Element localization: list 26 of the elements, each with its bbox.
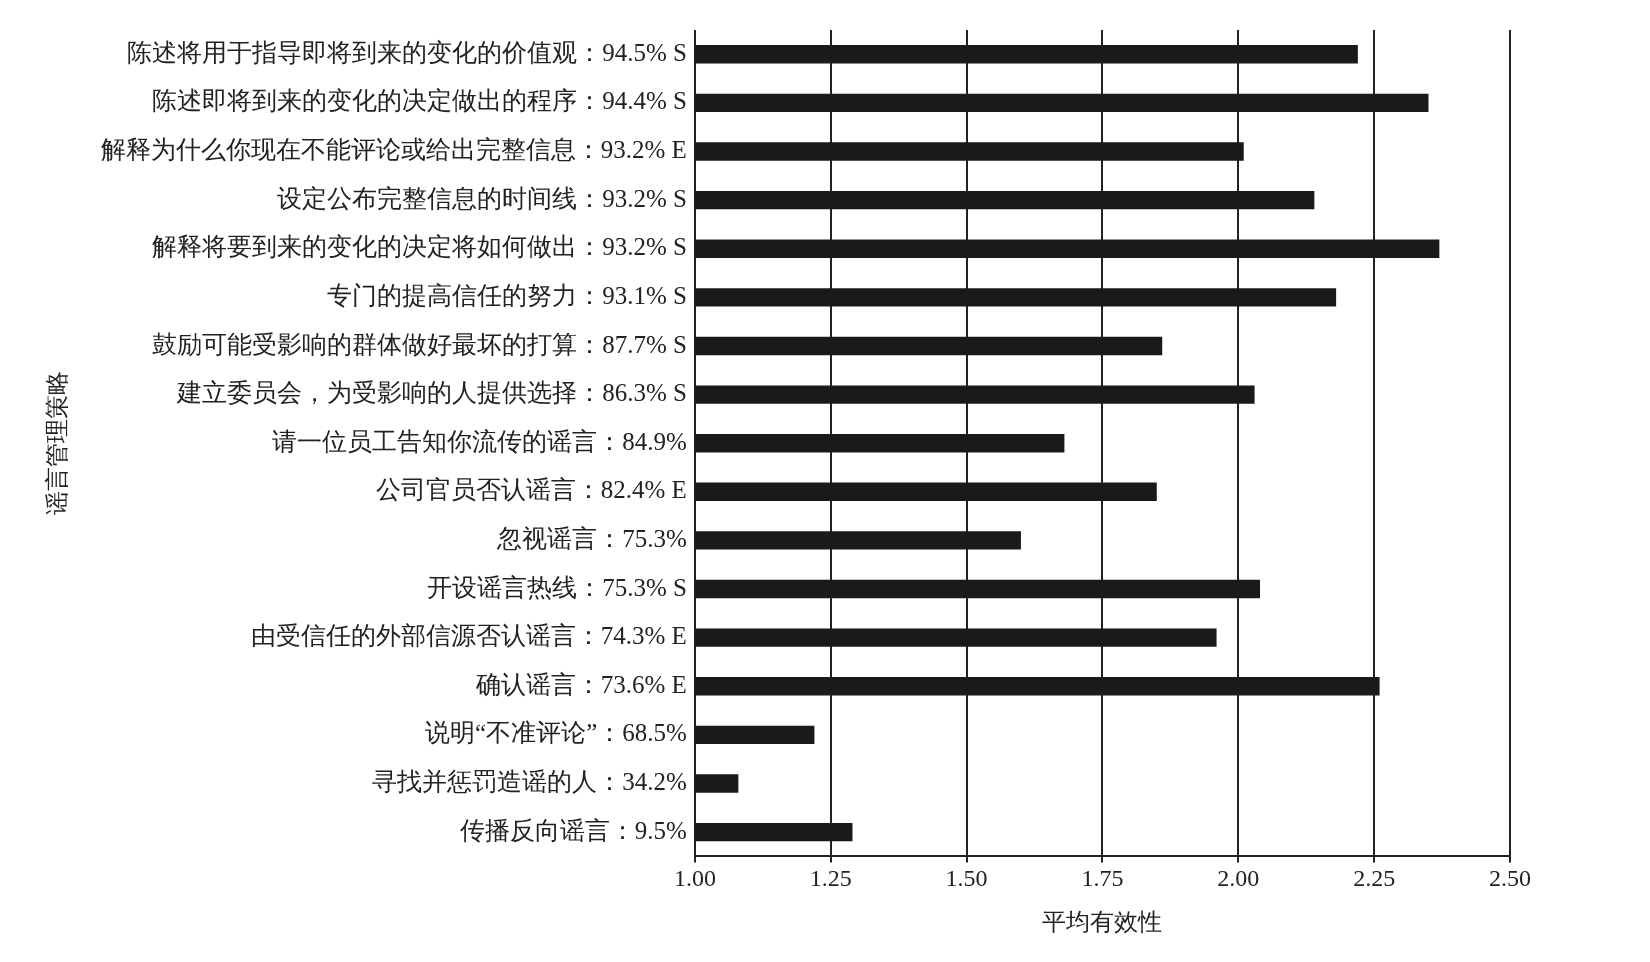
y-tick-label: 请一位员工告知你流传的谣言：84.9% [272, 427, 687, 455]
y-tick-label: 设定公布完整信息的时间线：93.2% S [277, 184, 687, 212]
y-tick-label: 由受信任的外部信源否认谣言：74.3% E [250, 622, 687, 650]
y-tick-label: 陈述将用于指导即将到来的变化的价值观：94.5% S [127, 38, 687, 66]
y-tick-label: 寻找并惩罚造谣的人：34.2% [372, 768, 687, 796]
x-tick-label: 1.25 [809, 865, 852, 892]
y-tick-label: 忽视谣言：75.3% [496, 524, 687, 552]
y-tick-label: 公司官员否认谣言：82.4% E [375, 476, 687, 504]
x-tick-label: 2.25 [1353, 865, 1396, 892]
y-tick-label: 说明“不准评论”：68.5% [425, 719, 687, 747]
x-tick-label: 2.50 [1489, 865, 1531, 892]
y-tick-label: 解释为什么你现在不能评论或给出完整信息：93.2% E [100, 136, 687, 164]
y-tick-label: 确认谣言：73.6% E [474, 670, 687, 698]
y-tick-label: 专门的提高信任的努力：93.1% S [327, 281, 687, 309]
y-tick-label: 陈述即将到来的变化的决定做出的程序：94.4% S [152, 87, 687, 115]
y-tick-label: 建立委员会，为受影响的人提供选择：86.3% S [176, 379, 687, 407]
y-tick-label: 鼓励可能受影响的群体做好最坏的打算：87.7% S [152, 330, 687, 358]
x-tick-label: 1.50 [945, 865, 988, 892]
y-tick-label: 开设谣言热线：75.3% S [427, 573, 687, 601]
y-tick-label: 解释将要到来的变化的决定将如何做出：93.2% S [152, 233, 687, 261]
y-axis-title: 谣言管理策略 [42, 371, 71, 516]
x-tick-label: 2.00 [1217, 865, 1260, 892]
x-tick-label: 1.00 [673, 865, 716, 892]
x-axis-title: 平均有效性 [1042, 907, 1163, 936]
x-tick-label: 1.75 [1081, 865, 1124, 892]
y-tick-label: 传播反向谣言：9.5% [459, 816, 687, 844]
